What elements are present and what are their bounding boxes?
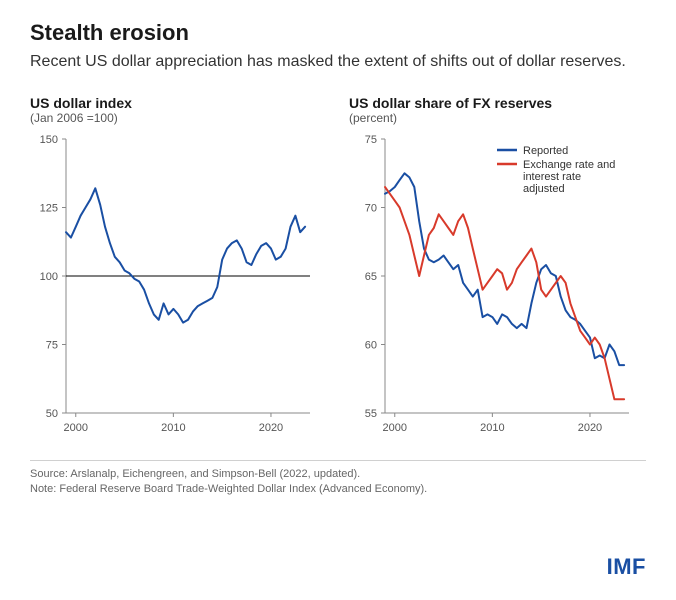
footer-divider (30, 460, 646, 461)
panel-right-subtitle: (percent) (349, 111, 646, 125)
chart-left: 50 75 100 125 150 2000 2010 2020 (30, 131, 327, 446)
panel-right-title: US dollar share of FX reserves (349, 95, 646, 111)
svg-text:55: 55 (365, 408, 377, 420)
svg-text:2010: 2010 (161, 422, 185, 434)
page-subtitle: Recent US dollar appreciation has masked… (30, 52, 646, 73)
svg-text:60: 60 (365, 339, 377, 351)
svg-text:50: 50 (46, 408, 58, 420)
panel-right: US dollar share of FX reserves (percent)… (349, 95, 646, 446)
note-text: Note: Federal Reserve Board Trade-Weight… (30, 482, 646, 497)
svg-text:150: 150 (40, 134, 58, 146)
svg-text:adjusted: adjusted (523, 183, 565, 195)
page-title: Stealth erosion (30, 20, 646, 46)
panel-left-subtitle: (Jan 2006 =100) (30, 111, 327, 125)
source-text: Source: Arslanalp, Eichengreen, and Simp… (30, 467, 646, 482)
page-root: Stealth erosion Recent US dollar appreci… (0, 0, 676, 600)
chart-right-svg: 55 60 65 70 75 2000 2010 2020 Reported Exchange r… (349, 131, 639, 441)
svg-text:interest rate: interest rate (523, 171, 581, 183)
charts-row: US dollar index (Jan 2006 =100) 50 75 100 1… (30, 95, 646, 446)
svg-text:2010: 2010 (480, 422, 504, 434)
svg-text:2020: 2020 (259, 422, 283, 434)
panel-left: US dollar index (Jan 2006 =100) 50 75 100 1… (30, 95, 327, 446)
svg-text:75: 75 (46, 339, 58, 351)
svg-text:100: 100 (40, 271, 58, 283)
svg-text:2020: 2020 (578, 422, 602, 434)
imf-logo: IMF (607, 554, 646, 580)
svg-text:2000: 2000 (383, 422, 407, 434)
svg-text:75: 75 (365, 134, 377, 146)
panel-left-title: US dollar index (30, 95, 327, 111)
chart-left-svg: 50 75 100 125 150 2000 2010 2020 (30, 131, 320, 441)
svg-text:125: 125 (40, 202, 58, 214)
svg-text:Exchange rate and: Exchange rate and (523, 159, 615, 171)
svg-text:65: 65 (365, 271, 377, 283)
svg-text:Reported: Reported (523, 145, 568, 157)
svg-text:2000: 2000 (64, 422, 88, 434)
svg-text:70: 70 (365, 202, 377, 214)
chart-right: 55 60 65 70 75 2000 2010 2020 Reported Exchange r… (349, 131, 646, 446)
